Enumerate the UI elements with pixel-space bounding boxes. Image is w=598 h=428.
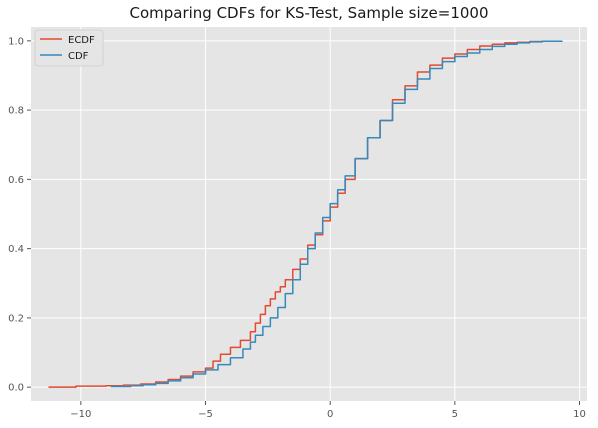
y-tick-label: 0.2	[8, 313, 24, 324]
y-tick-label: 0.8	[8, 106, 24, 117]
x-tick-label: −5	[198, 409, 213, 420]
legend-label-ecdf: ECDF	[68, 35, 95, 46]
y-axis: 0.0 0.2 0.4 0.6 0.8 1.0	[8, 36, 31, 394]
series-line-cdf	[110, 40, 563, 388]
y-tick-label: 1.0	[8, 36, 24, 47]
legend: ECDF CDF	[34, 29, 104, 67]
x-tick-label: 10	[573, 409, 586, 420]
series-group	[48, 40, 563, 388]
grid	[31, 27, 587, 401]
y-tick-label: 0.4	[8, 244, 24, 255]
legend-label-cdf: CDF	[68, 51, 89, 62]
y-tick-label: 0.6	[8, 175, 24, 186]
x-tick-label: 5	[452, 409, 458, 420]
x-tick-label: 0	[327, 409, 333, 420]
y-tick-label: 0.0	[8, 383, 24, 394]
x-axis: −10 −5 0 5 10	[70, 401, 586, 420]
x-tick-label: −10	[70, 409, 91, 420]
chart-title: Comparing CDFs for KS-Test, Sample size=…	[129, 4, 489, 22]
plot-area	[31, 27, 587, 401]
